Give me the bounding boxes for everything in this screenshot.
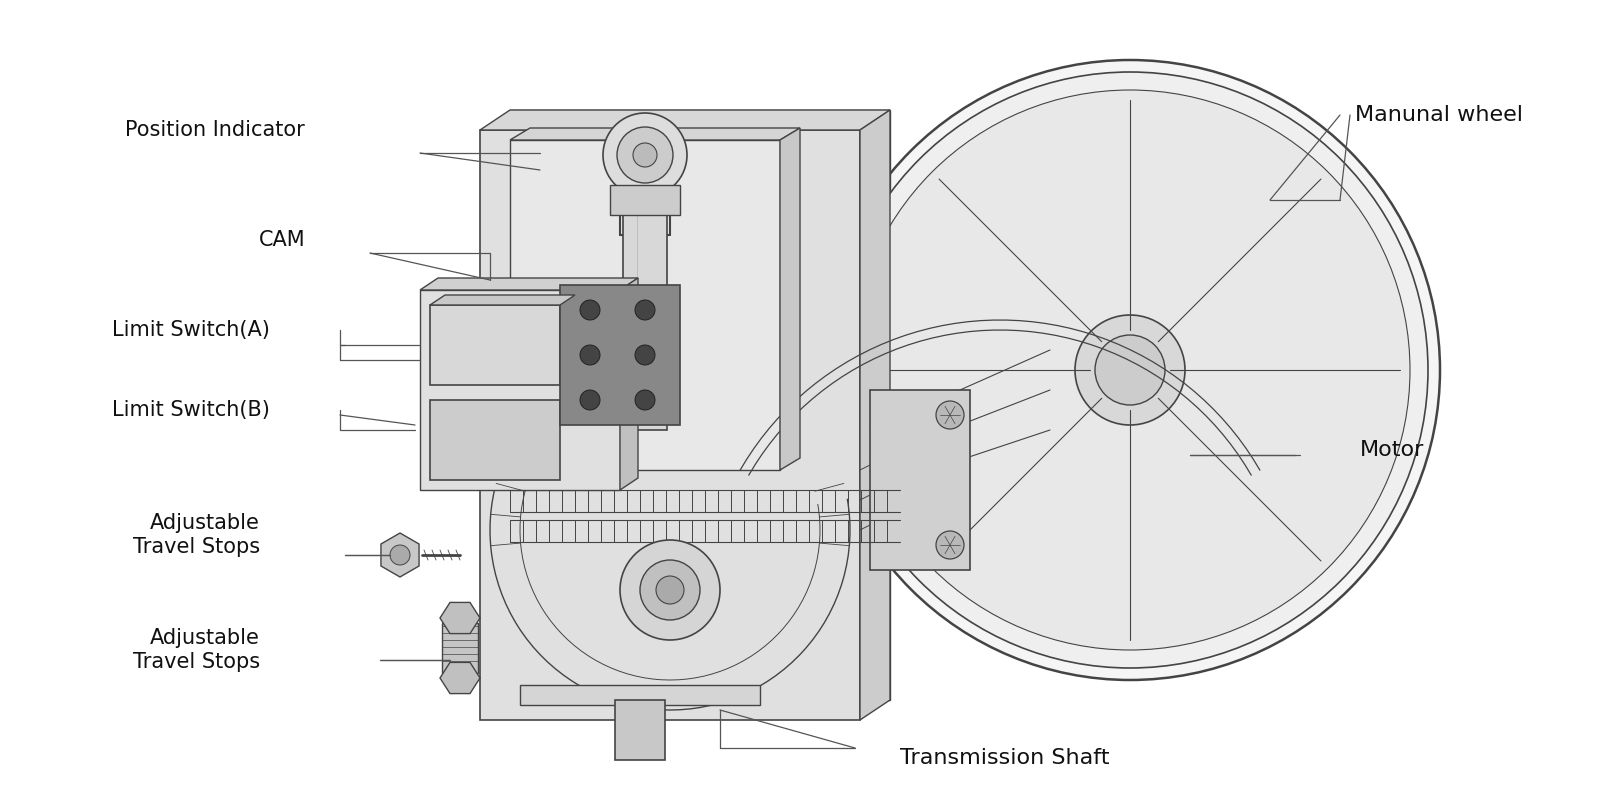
Polygon shape — [381, 533, 419, 577]
Text: Adjustable
Travel Stops: Adjustable Travel Stops — [133, 514, 259, 557]
Circle shape — [819, 60, 1440, 680]
Circle shape — [618, 127, 674, 183]
Polygon shape — [510, 128, 800, 140]
Polygon shape — [781, 128, 800, 470]
Circle shape — [603, 113, 686, 197]
Polygon shape — [510, 140, 781, 470]
Text: Limit Switch(B): Limit Switch(B) — [112, 400, 270, 420]
Bar — [520, 685, 760, 705]
Circle shape — [390, 545, 410, 565]
Bar — [622, 215, 667, 430]
Circle shape — [579, 345, 600, 365]
Text: Manunal wheel: Manunal wheel — [1355, 105, 1523, 125]
Polygon shape — [480, 110, 890, 130]
Polygon shape — [430, 295, 574, 305]
Circle shape — [621, 540, 720, 640]
Polygon shape — [440, 662, 480, 694]
Circle shape — [579, 300, 600, 320]
Text: Transmission Shaft: Transmission Shaft — [899, 748, 1109, 768]
Circle shape — [1075, 315, 1186, 425]
Polygon shape — [510, 110, 890, 700]
Polygon shape — [861, 110, 890, 720]
Bar — [442, 623, 478, 673]
Polygon shape — [419, 278, 638, 290]
Circle shape — [635, 390, 654, 410]
Text: Adjustable
Travel Stops: Adjustable Travel Stops — [133, 628, 259, 672]
Bar — [610, 185, 680, 215]
Polygon shape — [480, 130, 861, 720]
Circle shape — [850, 90, 1410, 650]
Circle shape — [936, 401, 963, 429]
Text: Motor: Motor — [1360, 440, 1424, 460]
Circle shape — [1094, 335, 1165, 405]
Circle shape — [634, 143, 658, 167]
Text: CAM: CAM — [258, 230, 306, 250]
Circle shape — [579, 390, 600, 410]
Circle shape — [832, 72, 1429, 668]
Polygon shape — [440, 603, 480, 634]
Circle shape — [656, 576, 685, 604]
Bar — [430, 400, 560, 480]
Bar — [560, 285, 680, 425]
Circle shape — [640, 560, 701, 620]
Bar — [614, 700, 666, 760]
Bar — [430, 305, 560, 385]
Circle shape — [936, 531, 963, 559]
Text: Position Indicator: Position Indicator — [125, 120, 306, 140]
Circle shape — [635, 345, 654, 365]
Polygon shape — [621, 278, 638, 490]
Text: Limit Switch(A): Limit Switch(A) — [112, 320, 270, 340]
Bar — [870, 390, 970, 570]
Circle shape — [635, 300, 654, 320]
Bar — [419, 290, 621, 490]
